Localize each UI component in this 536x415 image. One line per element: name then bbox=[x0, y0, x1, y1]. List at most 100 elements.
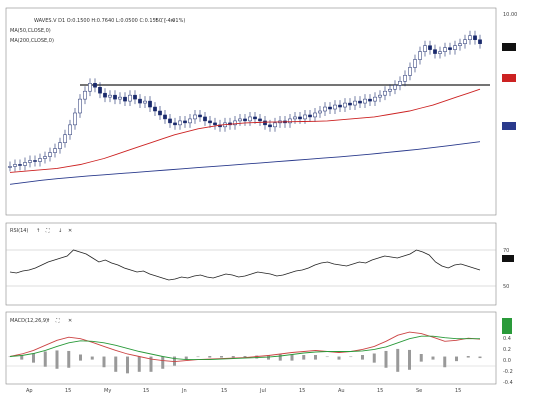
rsi-up-icon[interactable]: ↑ bbox=[36, 228, 40, 234]
candle-body bbox=[208, 120, 212, 124]
candle-body bbox=[43, 156, 47, 159]
macd-tick-label: 0.2 bbox=[503, 347, 511, 353]
candle-body bbox=[8, 166, 12, 168]
candle-body bbox=[478, 39, 482, 44]
candle-body bbox=[363, 98, 367, 104]
candle-body bbox=[423, 45, 427, 52]
candle-body bbox=[198, 114, 202, 118]
candle-body bbox=[448, 47, 452, 50]
macd-up-icon[interactable]: ↑ bbox=[46, 318, 50, 324]
x-tick-label: My bbox=[104, 388, 111, 394]
candle-body bbox=[473, 35, 477, 40]
candle-body bbox=[343, 102, 347, 108]
macd-hist-bar bbox=[43, 351, 47, 367]
candle-body bbox=[163, 114, 167, 120]
candle-body bbox=[263, 120, 267, 126]
candle-body bbox=[393, 85, 397, 90]
candle-body bbox=[388, 88, 392, 92]
candle-body bbox=[463, 39, 467, 44]
x-tick-label: Au bbox=[338, 388, 345, 394]
candle-body bbox=[178, 120, 182, 126]
macd-hist-bar bbox=[32, 353, 35, 363]
candle-body bbox=[173, 122, 177, 126]
macd-hist-bar bbox=[8, 356, 12, 358]
candle-body bbox=[233, 120, 237, 126]
candle-body bbox=[273, 122, 277, 128]
toolbar-close-icon[interactable]: ✕ bbox=[170, 18, 174, 24]
macd-expand-icon[interactable]: ⛶ bbox=[56, 318, 60, 324]
candle-body bbox=[453, 45, 457, 50]
candle-body bbox=[88, 83, 92, 92]
candle-body bbox=[48, 152, 52, 157]
macd-last-badge bbox=[502, 318, 512, 334]
macd-hist-bar bbox=[55, 350, 59, 369]
macd-hist-bar bbox=[443, 356, 447, 368]
candle-body bbox=[143, 100, 147, 104]
toolbar-expand-icon[interactable]: ⛶ bbox=[162, 18, 166, 24]
candle-body bbox=[33, 160, 37, 162]
macd-tick-label: -0.4 bbox=[503, 380, 513, 386]
rsi-expand-icon[interactable]: ⛶ bbox=[46, 228, 50, 234]
macd-hist-bar bbox=[102, 356, 106, 368]
rsi-tick-70: 70 bbox=[503, 248, 509, 254]
macd-tick-labels: 0.4 0.2 0.0 -0.2 -0.4 bbox=[503, 336, 513, 386]
x-tick-label: Ap bbox=[26, 388, 33, 394]
macd-hist-bar bbox=[384, 350, 388, 368]
candle-body bbox=[183, 120, 187, 124]
rsi-last-badge bbox=[502, 255, 514, 262]
candle-body bbox=[338, 104, 342, 108]
candle-body bbox=[203, 116, 207, 122]
rsi-tick-50: 50 bbox=[503, 284, 509, 290]
price-panel-frame bbox=[5, 7, 497, 216]
candle-body bbox=[193, 114, 197, 120]
macd-hist-bar bbox=[431, 356, 435, 360]
candle-body bbox=[58, 142, 62, 149]
macd-panel-frame bbox=[5, 311, 497, 385]
ma200-legend: MA(200,CLOSE,0) bbox=[10, 38, 54, 44]
candle-body bbox=[158, 110, 162, 116]
candle-body bbox=[108, 94, 112, 98]
macd-hist-bar bbox=[231, 356, 235, 358]
macd-hist-bar bbox=[396, 348, 400, 372]
candle-body bbox=[78, 98, 82, 114]
candle-body bbox=[348, 102, 352, 106]
macd-hist-bar bbox=[220, 356, 223, 358]
rsi-close-icon[interactable]: ✕ bbox=[68, 228, 72, 234]
candle-body bbox=[53, 148, 57, 153]
candle-body bbox=[368, 98, 372, 102]
candle-body bbox=[73, 112, 77, 126]
x-tick-label: 15 bbox=[65, 388, 71, 394]
ma50-badge bbox=[502, 74, 516, 82]
candle-body bbox=[318, 110, 322, 114]
macd-hist-bar bbox=[314, 355, 317, 360]
macd-hist-bar bbox=[255, 355, 259, 359]
candle-body bbox=[428, 45, 432, 50]
x-tick-label: Se bbox=[416, 388, 422, 394]
candle-body bbox=[18, 164, 22, 166]
toolbar-up-icon[interactable]: ↑ bbox=[154, 18, 158, 24]
rsi-down-icon[interactable]: ↓ bbox=[58, 228, 62, 234]
candle-body bbox=[98, 86, 102, 94]
candle-body bbox=[248, 116, 252, 122]
macd-close-icon[interactable]: ✕ bbox=[68, 318, 72, 324]
candle-body bbox=[468, 35, 472, 40]
macd-hist-bar bbox=[137, 356, 141, 372]
candle-body bbox=[413, 59, 417, 68]
macd-hist-bar bbox=[208, 356, 212, 358]
candle-body bbox=[38, 158, 42, 162]
candle-body bbox=[83, 90, 87, 100]
macd-hist-bar bbox=[455, 356, 458, 362]
candle-body bbox=[243, 118, 247, 122]
macd-hist-bar bbox=[161, 356, 165, 369]
macd-hist-bar bbox=[372, 353, 376, 363]
candle-body bbox=[373, 96, 377, 102]
macd-hist-bar bbox=[278, 354, 282, 361]
macd-tick-label: 0.4 bbox=[503, 336, 511, 342]
x-tick-label: 15 bbox=[143, 388, 149, 394]
candle-body bbox=[13, 164, 17, 167]
candle-body bbox=[258, 118, 262, 122]
candle-body bbox=[23, 162, 27, 166]
macd-hist-bar bbox=[184, 356, 188, 360]
macd-hist-bar bbox=[67, 350, 71, 368]
macd-hist-bar bbox=[419, 354, 423, 362]
